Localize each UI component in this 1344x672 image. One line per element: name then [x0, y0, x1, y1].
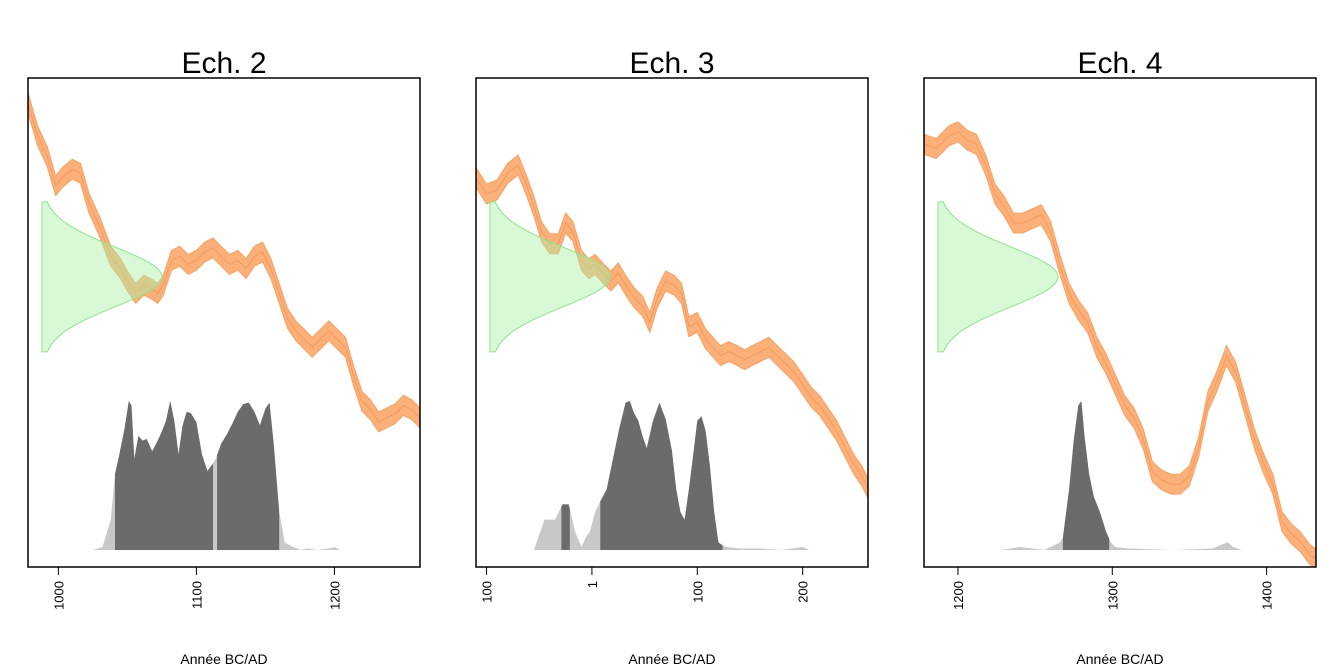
measure-density: [41, 201, 163, 353]
panel-2: Ech. 3 100 1 100 200 Année BC/AD: [475, 47, 869, 667]
plot-area: [28, 92, 420, 550]
measure-density: [937, 201, 1059, 353]
measure-density: [489, 201, 611, 353]
calibration-envelope: [924, 121, 1316, 567]
x-tick-label: 1300: [1105, 581, 1120, 610]
plot-area: [476, 154, 868, 550]
x-tick-label: 1400: [1260, 581, 1275, 610]
plot-frame: [475, 77, 869, 568]
hpd-region-1: [561, 504, 570, 550]
chart-title: Ech. 3: [629, 47, 714, 80]
x-tick-label: 1200: [327, 581, 342, 610]
x-tick-label: 1000: [51, 581, 66, 610]
plot-frame: [923, 77, 1317, 568]
calibration-curve: [476, 164, 868, 489]
hpd-region-1: [115, 401, 213, 550]
x-axis-label: Année BC/AD: [180, 651, 267, 667]
x-tick-label: 1100: [189, 581, 204, 609]
calibration-curve: [28, 102, 420, 423]
x-axis-label: Année BC/AD: [628, 651, 715, 667]
x-tick-label: 100: [690, 581, 705, 603]
hpd-region-1: [1062, 401, 1110, 550]
x-axis-label: Année BC/AD: [1076, 651, 1163, 667]
x-tick-label: 100: [480, 581, 495, 603]
plot-area: [924, 121, 1316, 567]
calibration-envelope: [476, 154, 868, 499]
chart-title: Ech. 4: [1077, 47, 1162, 80]
calibration-curve: [924, 131, 1316, 560]
panel-1: Ech. 2 1000 1100 1200 Année BC/AD: [27, 47, 421, 667]
x-tick-label: 1: [585, 581, 600, 588]
hpd-region-2: [217, 402, 280, 550]
plot-frame: [27, 77, 421, 568]
panel-3: Ech. 4 1200 1300 1400 Année BC/AD: [923, 47, 1317, 667]
x-tick-label: 1200: [951, 581, 966, 610]
hpd-region-2: [600, 401, 723, 550]
chart-title: Ech. 2: [181, 47, 266, 80]
x-tick-label: 200: [796, 581, 811, 603]
calibration-envelope: [28, 92, 420, 433]
